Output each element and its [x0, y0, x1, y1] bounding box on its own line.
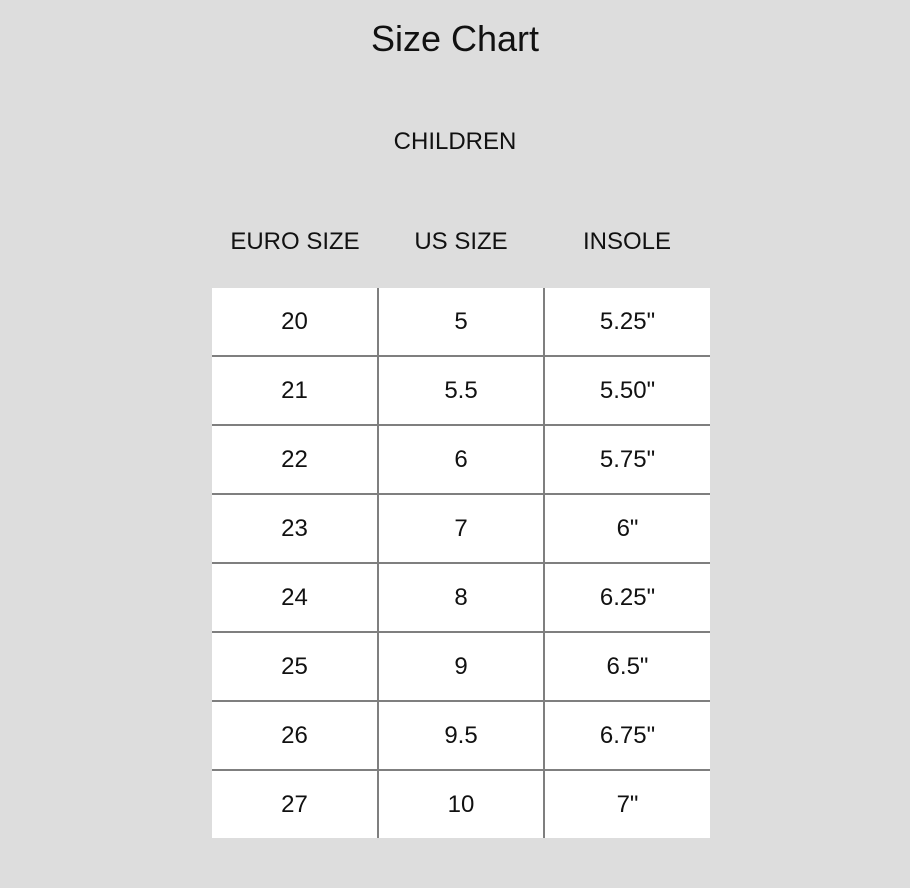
- euro-size-cell: 27: [212, 769, 379, 838]
- us-size-cell: 9: [377, 631, 545, 702]
- us-size-cell: 8: [377, 562, 545, 633]
- page-title: Size Chart: [370, 18, 540, 59]
- column-header-us-size: US SIZE: [414, 228, 508, 255]
- insole-cell: 5.50": [543, 355, 710, 426]
- insole-cell: 6.25": [543, 562, 710, 633]
- insole-cell: 6.75": [543, 700, 710, 771]
- euro-size-cell: 24: [212, 562, 379, 633]
- table-row: 21 5.5 5.50": [212, 355, 710, 426]
- euro-size-cell: 23: [212, 493, 379, 564]
- table-row: 26 9.5 6.75": [212, 700, 710, 771]
- insole-cell: 5.75": [543, 424, 710, 495]
- table-row: 23 7 6": [212, 493, 710, 564]
- table-row: 25 9 6.5": [212, 631, 710, 702]
- table-header: EURO SIZE US SIZE INSOLE: [212, 228, 710, 256]
- insole-cell: 7": [543, 769, 710, 838]
- table-row: 20 5 5.25": [212, 288, 710, 357]
- euro-size-cell: 26: [212, 700, 379, 771]
- us-size-cell: 7: [377, 493, 545, 564]
- us-size-cell: 5.5: [377, 355, 545, 426]
- insole-cell: 5.25": [543, 288, 710, 357]
- section-subtitle: CHILDREN: [393, 128, 517, 155]
- euro-size-cell: 21: [212, 355, 379, 426]
- insole-cell: 6.5": [543, 631, 710, 702]
- size-table: 20 5 5.25" 21 5.5 5.50" 22 6 5.75" 23 7 6" 24 8 6.25" 2…: [212, 288, 710, 838]
- us-size-cell: 10: [377, 769, 545, 838]
- column-header-insole: INSOLE: [582, 228, 672, 255]
- table-row: 22 6 5.75": [212, 424, 710, 495]
- euro-size-cell: 22: [212, 424, 379, 495]
- euro-size-cell: 25: [212, 631, 379, 702]
- column-header-euro-size: EURO SIZE: [230, 228, 360, 255]
- euro-size-cell: 20: [212, 288, 379, 357]
- table-row: 27 10 7": [212, 769, 710, 838]
- insole-cell: 6": [543, 493, 710, 564]
- table-row: 24 8 6.25": [212, 562, 710, 633]
- us-size-cell: 9.5: [377, 700, 545, 771]
- us-size-cell: 6: [377, 424, 545, 495]
- us-size-cell: 5: [377, 288, 545, 357]
